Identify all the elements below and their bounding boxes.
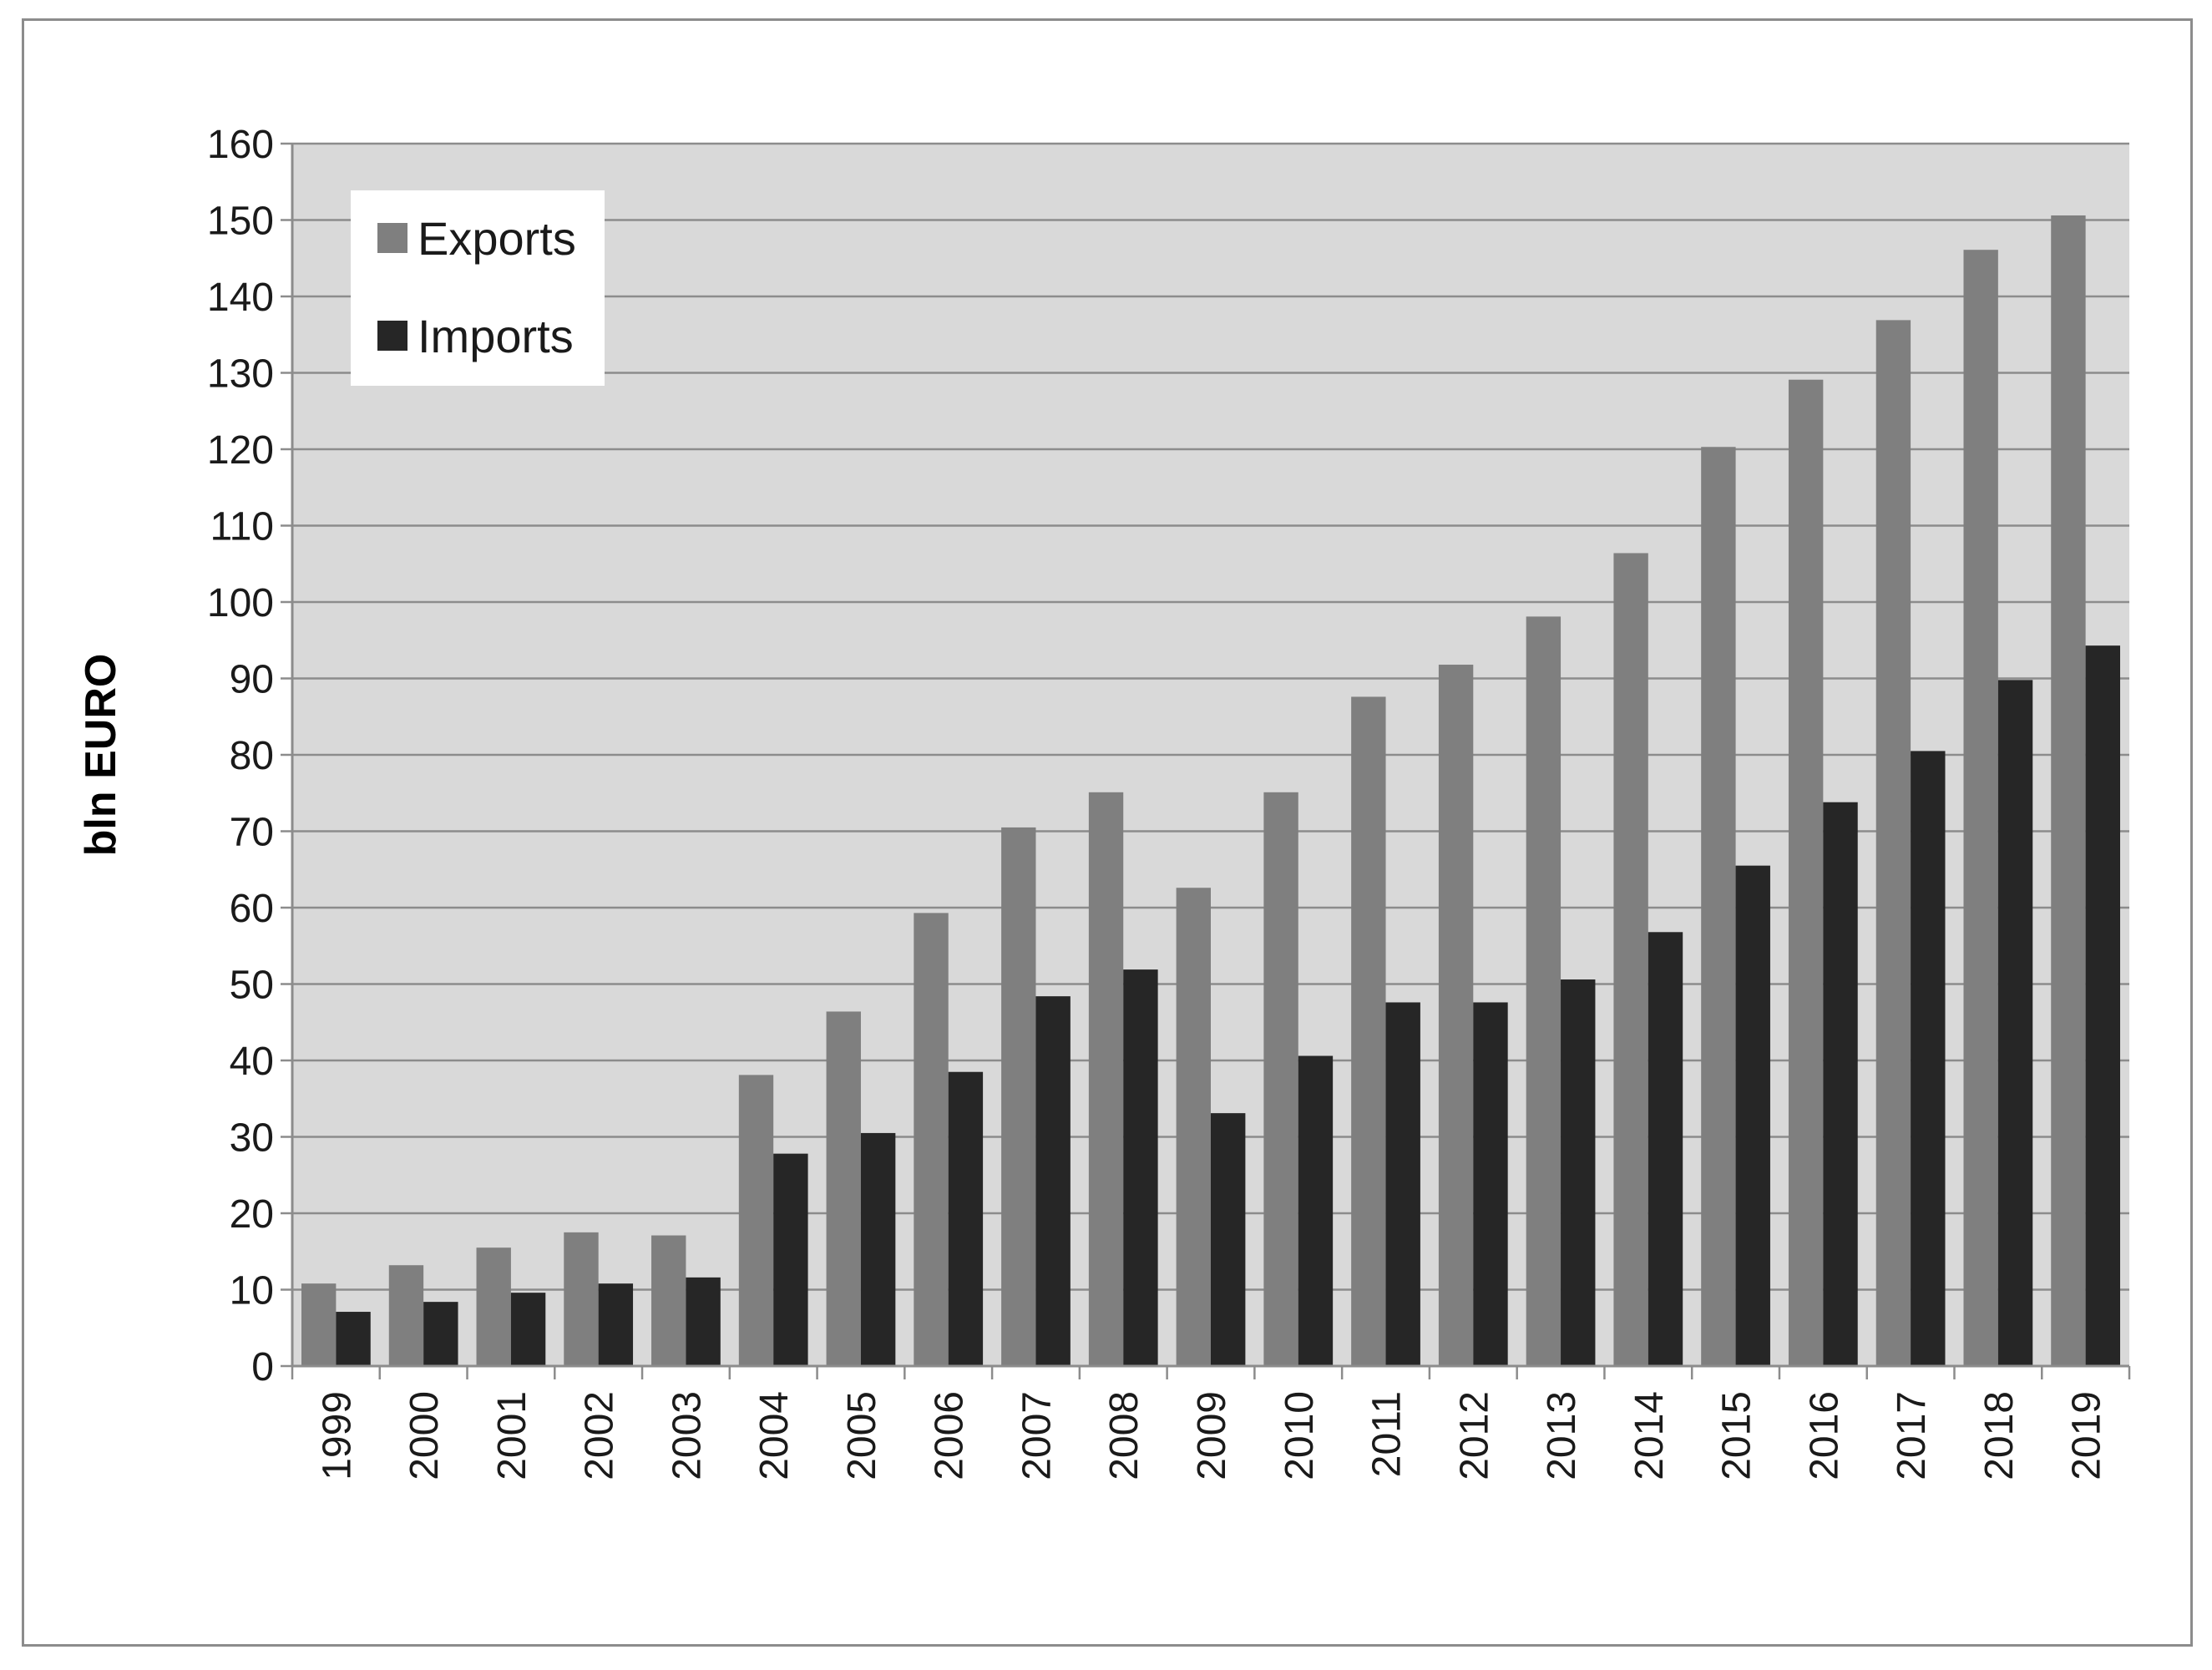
bar-exports-2006 [914, 913, 949, 1366]
y-tick-label: 120 [207, 428, 274, 473]
bar-exports-2005 [826, 1011, 861, 1366]
y-tick-label: 0 [251, 1345, 274, 1389]
bar-exports-2008 [1088, 792, 1124, 1366]
y-tick-label: 150 [207, 200, 274, 244]
bar-exports-2017 [1875, 320, 1911, 1366]
x-tick-label: 2006 [928, 1391, 972, 1480]
bar-exports-2011 [1351, 696, 1386, 1366]
bar-exports-2019 [2051, 215, 2086, 1366]
y-tick-label: 110 [210, 505, 274, 549]
bar-imports-2011 [1385, 1002, 1420, 1366]
x-tick-label: 2013 [1540, 1391, 1584, 1480]
y-tick-label: 130 [207, 352, 274, 397]
bar-imports-2015 [1735, 865, 1770, 1366]
x-tick-label: 2015 [1715, 1391, 1759, 1480]
y-tick-label: 40 [230, 1040, 274, 1084]
x-tick-label: 2007 [1015, 1391, 1059, 1480]
x-tick-label: 2003 [665, 1391, 709, 1480]
bar-exports-2004 [738, 1075, 774, 1366]
bar-exports-2002 [564, 1232, 599, 1366]
bar-imports-2014 [1648, 932, 1683, 1366]
bar-exports-2012 [1438, 665, 1474, 1366]
x-tick-label: 2010 [1278, 1391, 1322, 1480]
x-axis-ticks: 1999 2000 2001 2002 2003 2004 2005 2006 2007 2008… [291, 1366, 2131, 1480]
bar-exports-2003 [651, 1235, 686, 1366]
bar-exports-2016 [1788, 379, 1824, 1366]
legend-swatch-imports [377, 321, 407, 351]
x-tick-label: 1999 [315, 1391, 359, 1480]
bar-imports-2003 [686, 1277, 721, 1366]
bar-imports-2010 [1298, 1055, 1334, 1366]
legend-label-imports: Imports [418, 310, 574, 362]
x-tick-label: 2005 [840, 1391, 884, 1480]
bar-imports-1999 [336, 1312, 371, 1366]
y-axis-label: bln EURO [77, 654, 125, 857]
bar-imports-2017 [1911, 751, 1946, 1366]
bar-imports-2001 [510, 1293, 546, 1366]
bar-imports-2019 [2085, 645, 2120, 1366]
x-tick-label: 2000 [402, 1391, 447, 1480]
y-tick-label: 30 [230, 1116, 274, 1161]
y-tick-label: 80 [230, 734, 274, 778]
bar-exports-2018 [1963, 250, 1998, 1366]
y-tick-label: 160 [207, 123, 274, 167]
x-tick-label: 2008 [1102, 1391, 1146, 1480]
y-axis-ticks: 0 10 20 30 40 50 60 70 80 90 100 110 120 130 140 150 160 [207, 123, 292, 1389]
bar-imports-2009 [1211, 1113, 1246, 1366]
bar-exports-2015 [1701, 447, 1736, 1366]
bar-exports-1999 [301, 1283, 337, 1366]
x-tick-label: 2012 [1452, 1391, 1496, 1480]
y-tick-label: 90 [230, 658, 274, 702]
bar-exports-2000 [388, 1265, 424, 1366]
y-tick-label: 10 [230, 1269, 274, 1313]
x-tick-label: 2009 [1190, 1391, 1234, 1480]
bar-exports-2014 [1613, 553, 1648, 1366]
bar-imports-2002 [598, 1283, 634, 1366]
bar-exports-2009 [1176, 888, 1211, 1366]
x-tick-label: 2016 [1802, 1391, 1846, 1480]
x-tick-label: 2011 [1365, 1391, 1410, 1477]
y-tick-label: 60 [230, 887, 274, 931]
y-tick-label: 50 [230, 964, 274, 1008]
bar-imports-2007 [1035, 996, 1071, 1366]
bar-exports-2001 [476, 1247, 511, 1366]
bar-exports-2007 [1001, 827, 1036, 1366]
bar-imports-2018 [1997, 680, 2033, 1366]
bar-imports-2006 [948, 1071, 984, 1366]
x-tick-label: 2019 [2065, 1391, 2109, 1480]
y-tick-label: 20 [230, 1192, 274, 1237]
bar-exports-2013 [1526, 616, 1562, 1366]
bar-imports-2016 [1823, 802, 1858, 1366]
x-tick-label: 2017 [1890, 1391, 1934, 1480]
x-tick-label: 2018 [1977, 1391, 2022, 1480]
bar-exports-2010 [1263, 792, 1298, 1366]
bars [301, 215, 2120, 1366]
bar-imports-2004 [773, 1153, 808, 1366]
y-tick-label: 140 [207, 276, 274, 320]
x-tick-label: 2014 [1627, 1391, 1672, 1480]
bar-imports-2008 [1123, 969, 1158, 1366]
x-tick-label: 2002 [578, 1391, 622, 1480]
bar-imports-2000 [423, 1302, 458, 1366]
x-tick-label: 2001 [490, 1391, 534, 1480]
x-tick-label: 2004 [752, 1391, 797, 1480]
bar-imports-2012 [1473, 1002, 1508, 1366]
bar-imports-2005 [860, 1132, 896, 1366]
legend-label-exports: Exports [418, 212, 576, 265]
bar-imports-2013 [1561, 979, 1596, 1366]
legend: Exports Imports [351, 190, 605, 386]
y-tick-label: 100 [207, 581, 274, 625]
legend-swatch-exports [377, 223, 407, 253]
y-tick-label: 70 [230, 811, 274, 855]
